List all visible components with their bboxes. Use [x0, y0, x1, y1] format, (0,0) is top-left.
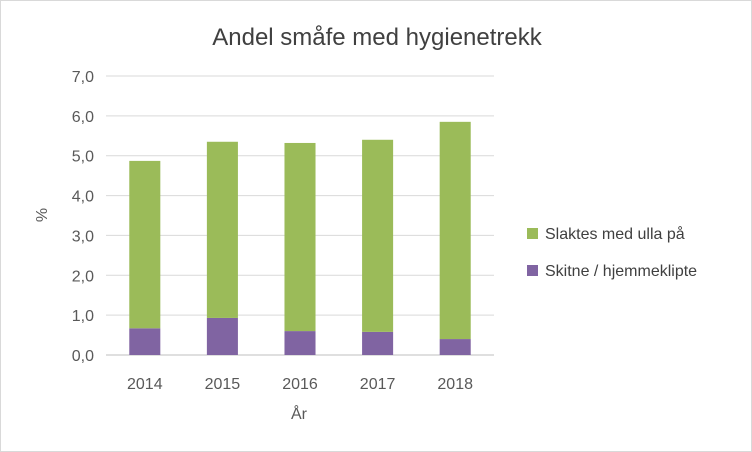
y-tick-label: 3,0	[72, 228, 94, 245]
chart-title: Andel småfe med hygienetrekk	[212, 24, 543, 51]
legend-label: Slaktes med ulla på	[545, 225, 685, 243]
y-axis-tick-labels: 0,0 1,0 2,0 3,0 4,0 5,0 6,0 7,0	[72, 69, 94, 365]
y-tick-label: 5,0	[72, 149, 94, 166]
x-tick-label: 2016	[282, 376, 318, 393]
bar-segment-ulla-2017	[362, 139, 394, 332]
bar-segment-ulla-2015	[206, 141, 238, 318]
legend: Slaktes med ulla på Skitne / hjemmeklipte	[527, 225, 697, 280]
y-tick-label: 0,0	[72, 348, 94, 365]
bars	[129, 121, 471, 355]
y-tick-label: 2,0	[72, 268, 94, 285]
bar-segment-skitne-2017	[362, 331, 394, 355]
bar-segment-skitne-2018	[439, 339, 471, 355]
x-tick-label: 2018	[437, 376, 473, 393]
x-axis-title: År	[291, 404, 308, 423]
x-tick-label: 2017	[360, 376, 396, 393]
y-tick-label: 4,0	[72, 189, 94, 206]
y-axis-title: %	[34, 208, 51, 222]
y-tick-label: 7,0	[72, 69, 94, 86]
bar-segment-skitne-2015	[206, 317, 238, 355]
bar-segment-ulla-2016	[284, 142, 316, 332]
x-axis-tick-labels: 2014 2015 2016 2017 2018	[127, 376, 473, 393]
legend-swatch	[527, 228, 538, 239]
legend-swatch	[527, 265, 538, 276]
y-tick-label: 6,0	[72, 109, 94, 126]
bar-segment-skitne-2014	[129, 328, 161, 355]
x-tick-label: 2014	[127, 376, 163, 393]
bar-segment-ulla-2014	[129, 160, 161, 329]
y-tick-label: 1,0	[72, 308, 94, 325]
bar-segment-ulla-2018	[439, 121, 471, 340]
legend-label: Skitne / hjemmeklipte	[545, 263, 697, 280]
x-tick-label: 2015	[205, 376, 241, 393]
bar-segment-skitne-2016	[284, 331, 316, 355]
